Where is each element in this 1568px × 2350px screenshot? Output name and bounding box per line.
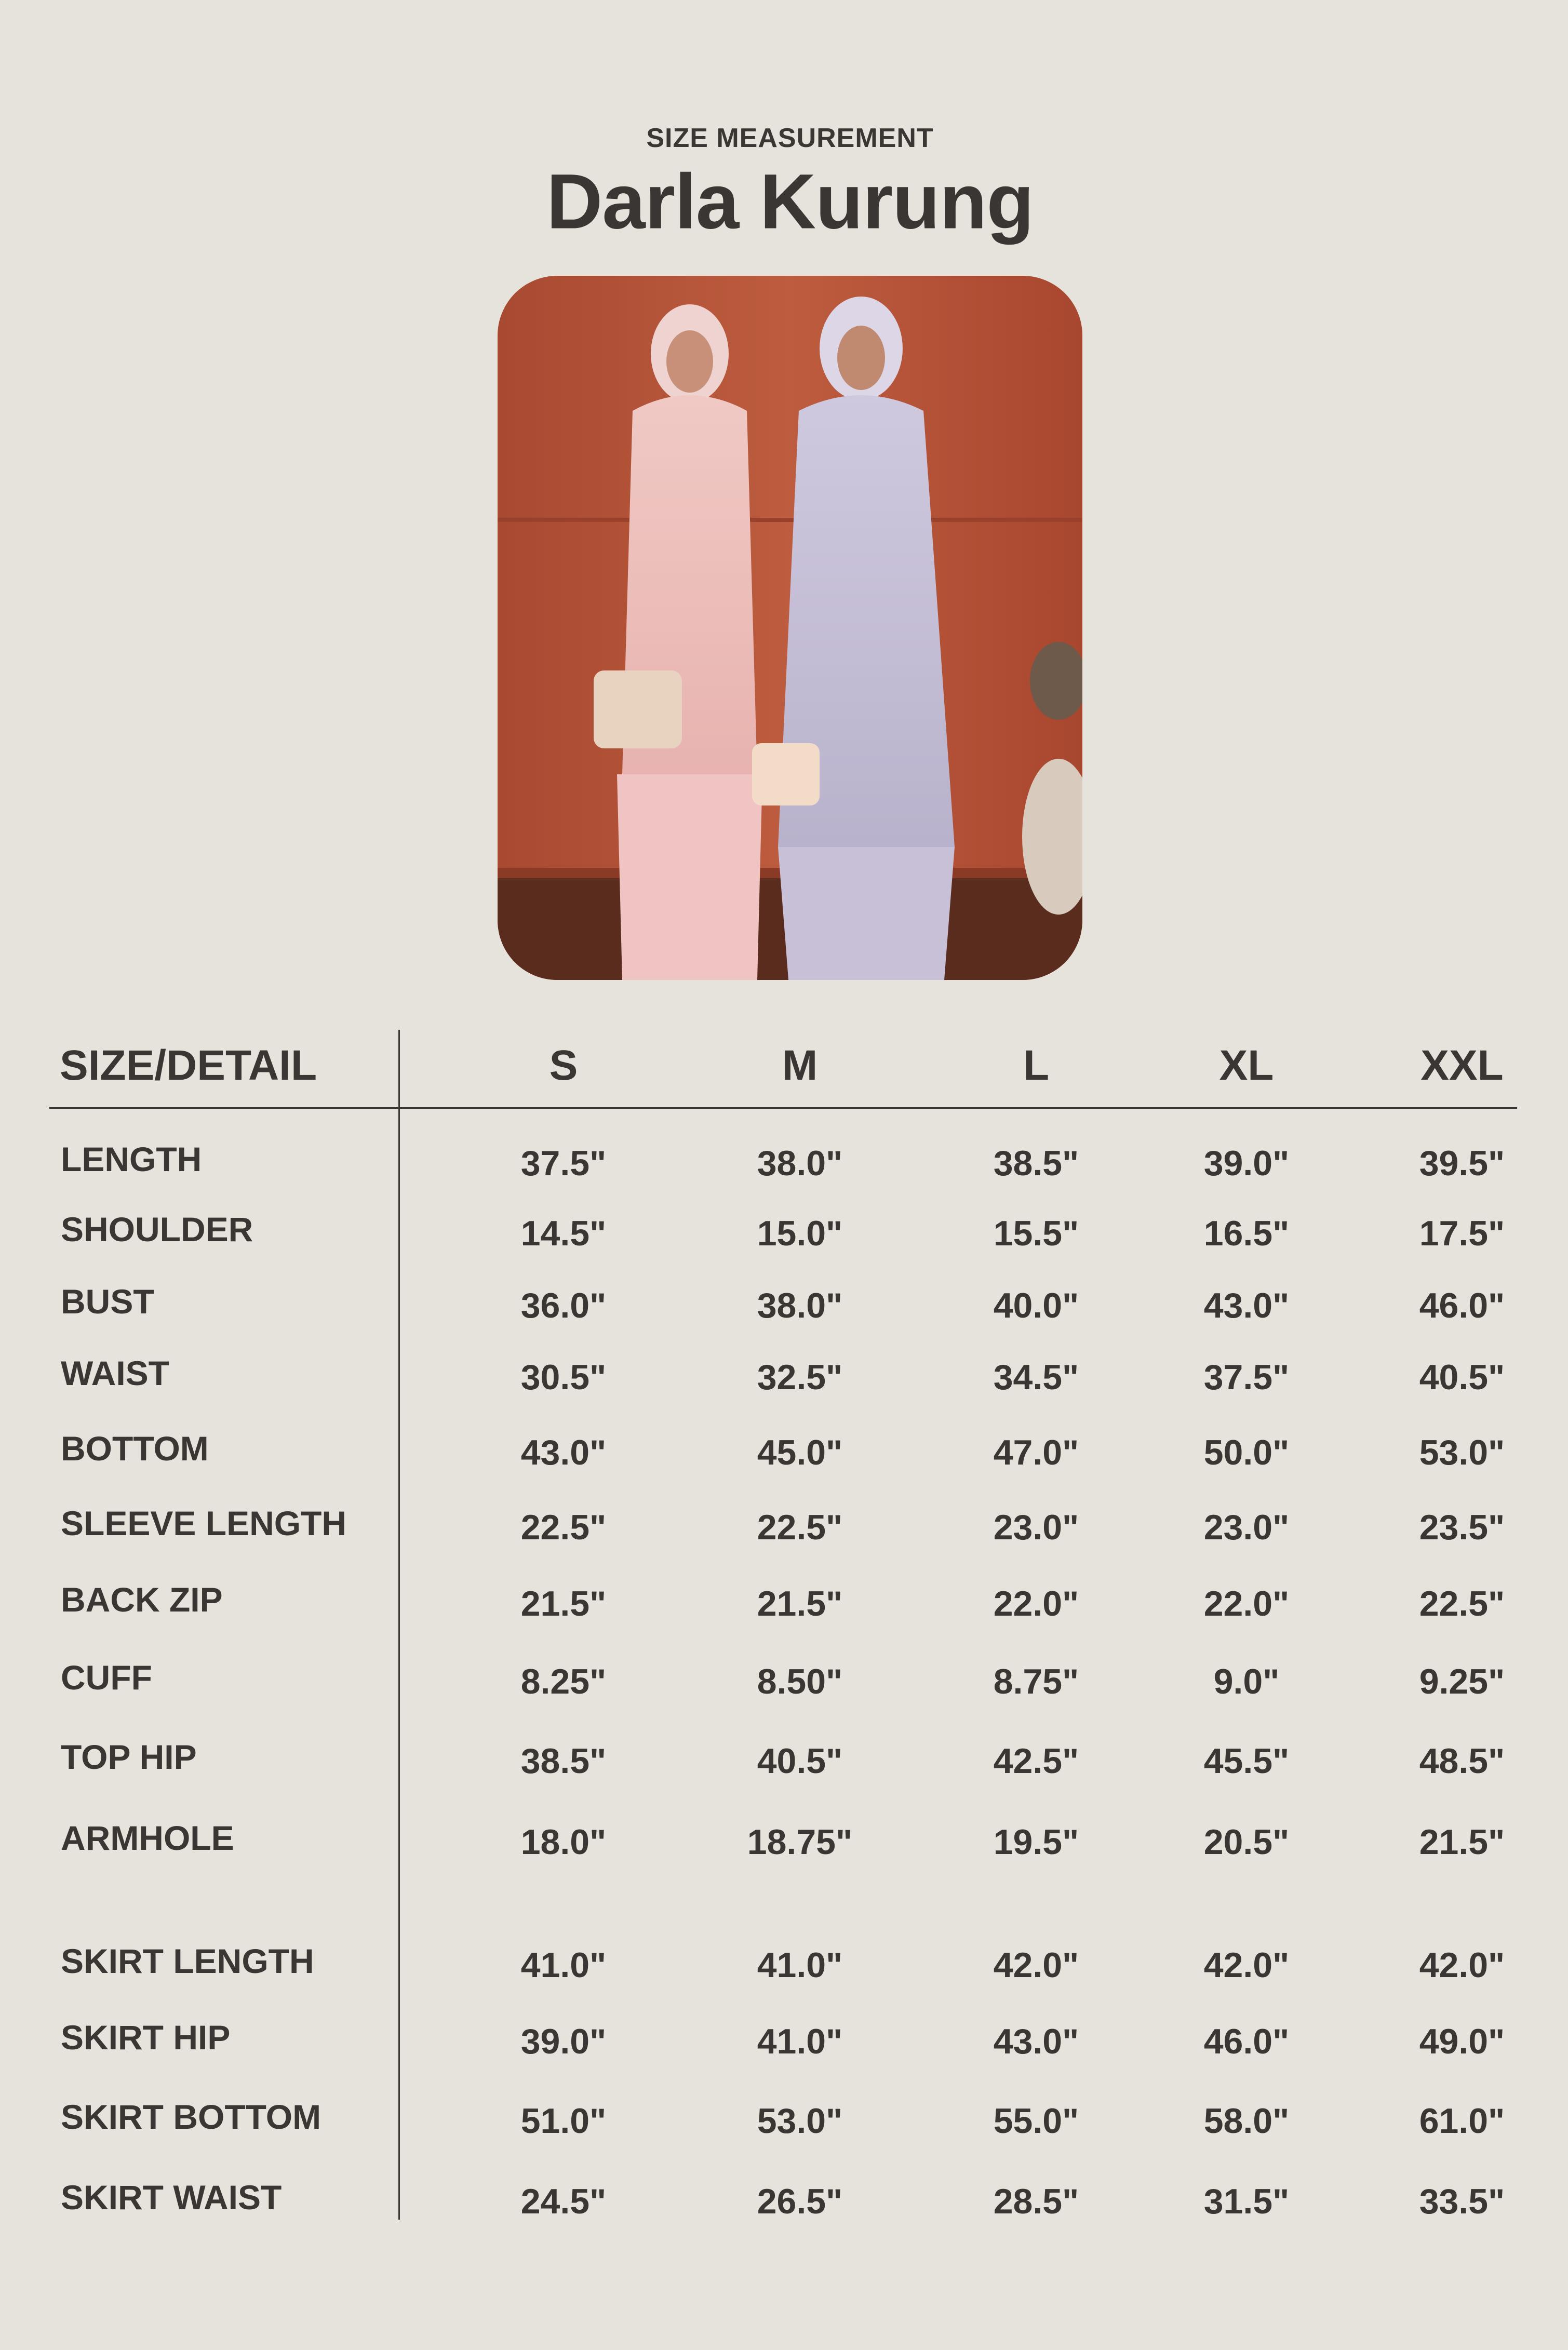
cell-value: 50.0" bbox=[1203, 1433, 1290, 1472]
cell-value: 21.5" bbox=[1419, 1822, 1505, 1862]
cell-value: 31.5" bbox=[1203, 2182, 1290, 2221]
cell-value: 42.0" bbox=[1419, 1945, 1505, 1985]
cell-value: 40.5" bbox=[1419, 1358, 1505, 1397]
cell-value: 26.5" bbox=[757, 2182, 843, 2221]
cell-value: 43.0" bbox=[993, 2022, 1079, 2061]
cell-value: 23.0" bbox=[993, 1508, 1079, 1547]
cell-value: 33.5" bbox=[1419, 2182, 1505, 2221]
cell-value: 14.5" bbox=[520, 1214, 607, 1253]
cell-value: 39.0" bbox=[520, 2022, 607, 2061]
row-label: CUFF bbox=[61, 1658, 152, 1697]
cell-value: 38.5" bbox=[993, 1144, 1079, 1183]
cell-value: 38.0" bbox=[757, 1144, 843, 1183]
cell-value: 37.5" bbox=[520, 1144, 607, 1183]
cell-value: 23.5" bbox=[1419, 1508, 1505, 1547]
row-label: BOTTOM bbox=[61, 1429, 209, 1468]
cell-value: 9.25" bbox=[1419, 1662, 1505, 1701]
cell-value: 58.0" bbox=[1203, 2101, 1290, 2141]
cell-value: 40.5" bbox=[757, 1741, 843, 1781]
cell-value: 22.0" bbox=[993, 1584, 1079, 1623]
cell-value: 48.5" bbox=[1419, 1741, 1505, 1781]
cell-value: 46.0" bbox=[1203, 2022, 1290, 2061]
cell-value: 49.0" bbox=[1419, 2022, 1505, 2061]
cell-value: 15.5" bbox=[993, 1214, 1079, 1253]
cell-value: 40.0" bbox=[993, 1286, 1079, 1325]
cell-value: 24.5" bbox=[520, 2182, 607, 2221]
product-photo bbox=[498, 276, 1082, 980]
subtitle: SIZE MEASUREMENT bbox=[646, 123, 934, 153]
cell-value: 22.5" bbox=[1419, 1584, 1505, 1623]
cell-value: 16.5" bbox=[1203, 1214, 1290, 1253]
cell-value: 39.5" bbox=[1419, 1144, 1505, 1183]
cell-value: 8.50" bbox=[757, 1662, 843, 1701]
cell-value: 41.0" bbox=[520, 1945, 607, 1985]
cell-value: 34.5" bbox=[993, 1358, 1079, 1397]
cell-value: 51.0" bbox=[520, 2101, 607, 2141]
cell-value: 46.0" bbox=[1419, 1286, 1505, 1325]
row-label: WAIST bbox=[61, 1354, 169, 1392]
cell-value: 39.0" bbox=[1203, 1144, 1290, 1183]
cell-value: 8.25" bbox=[520, 1662, 607, 1701]
cell-value: 41.0" bbox=[757, 1945, 843, 1985]
cell-value: 53.0" bbox=[1419, 1433, 1505, 1472]
cell-value: 22.5" bbox=[757, 1508, 843, 1547]
cell-value: 8.75" bbox=[993, 1662, 1079, 1701]
row-label: BACK ZIP bbox=[61, 1580, 223, 1619]
cell-value: 37.5" bbox=[1203, 1358, 1290, 1397]
row-label: SKIRT LENGTH bbox=[61, 1942, 314, 1980]
cell-value: 53.0" bbox=[757, 2101, 843, 2141]
page-title: Darla Kurung bbox=[546, 157, 1034, 245]
column-header-m: M bbox=[782, 1042, 818, 1089]
cell-value: 21.5" bbox=[520, 1584, 607, 1623]
row-label: SLEEVE LENGTH bbox=[61, 1504, 347, 1542]
column-header-size-detail: SIZE/DETAIL bbox=[60, 1042, 317, 1089]
cell-value: 17.5" bbox=[1419, 1214, 1505, 1253]
cell-value: 43.0" bbox=[520, 1433, 607, 1472]
cell-value: 38.0" bbox=[757, 1286, 843, 1325]
row-label: SKIRT BOTTOM bbox=[61, 2098, 321, 2136]
cell-value: 18.0" bbox=[520, 1822, 607, 1862]
row-label: LENGTH bbox=[61, 1140, 202, 1178]
header-divider bbox=[49, 1107, 1517, 1109]
cell-value: 55.0" bbox=[993, 2101, 1079, 2141]
cell-value: 43.0" bbox=[1203, 1286, 1290, 1325]
cell-value: 41.0" bbox=[757, 2022, 843, 2061]
cell-value: 61.0" bbox=[1419, 2101, 1505, 2141]
row-label: TOP HIP bbox=[61, 1738, 197, 1776]
cell-value: 22.5" bbox=[520, 1508, 607, 1547]
cell-value: 32.5" bbox=[757, 1358, 843, 1397]
row-label: ARMHOLE bbox=[61, 1819, 234, 1857]
cell-value: 21.5" bbox=[757, 1584, 843, 1623]
row-label: BUST bbox=[61, 1282, 154, 1321]
cell-value: 22.0" bbox=[1203, 1584, 1290, 1623]
cell-value: 30.5" bbox=[520, 1358, 607, 1397]
row-label: SKIRT HIP bbox=[61, 2018, 231, 2057]
column-header-xxl: XXL bbox=[1420, 1042, 1504, 1089]
column-header-l: L bbox=[1023, 1042, 1050, 1089]
cell-value: 45.0" bbox=[757, 1433, 843, 1472]
cell-value: 20.5" bbox=[1203, 1822, 1290, 1862]
column-header-xl: XL bbox=[1219, 1042, 1274, 1089]
cell-value: 9.0" bbox=[1213, 1662, 1280, 1701]
cell-value: 28.5" bbox=[993, 2182, 1079, 2221]
column-divider bbox=[398, 1030, 400, 2220]
row-label: SKIRT WAIST bbox=[61, 2178, 282, 2217]
cell-value: 36.0" bbox=[520, 1286, 607, 1325]
cell-value: 23.0" bbox=[1203, 1508, 1290, 1547]
cell-value: 42.0" bbox=[1203, 1945, 1290, 1985]
cell-value: 15.0" bbox=[757, 1214, 843, 1253]
column-header-s: S bbox=[549, 1042, 578, 1089]
cell-value: 42.0" bbox=[993, 1945, 1079, 1985]
models-image bbox=[498, 276, 1082, 980]
cell-value: 19.5" bbox=[993, 1822, 1079, 1862]
cell-value: 18.75" bbox=[747, 1822, 853, 1862]
cell-value: 47.0" bbox=[993, 1433, 1079, 1472]
cell-value: 42.5" bbox=[993, 1741, 1079, 1781]
row-label: SHOULDER bbox=[61, 1210, 253, 1248]
cell-value: 45.5" bbox=[1203, 1741, 1290, 1781]
cell-value: 38.5" bbox=[520, 1741, 607, 1781]
